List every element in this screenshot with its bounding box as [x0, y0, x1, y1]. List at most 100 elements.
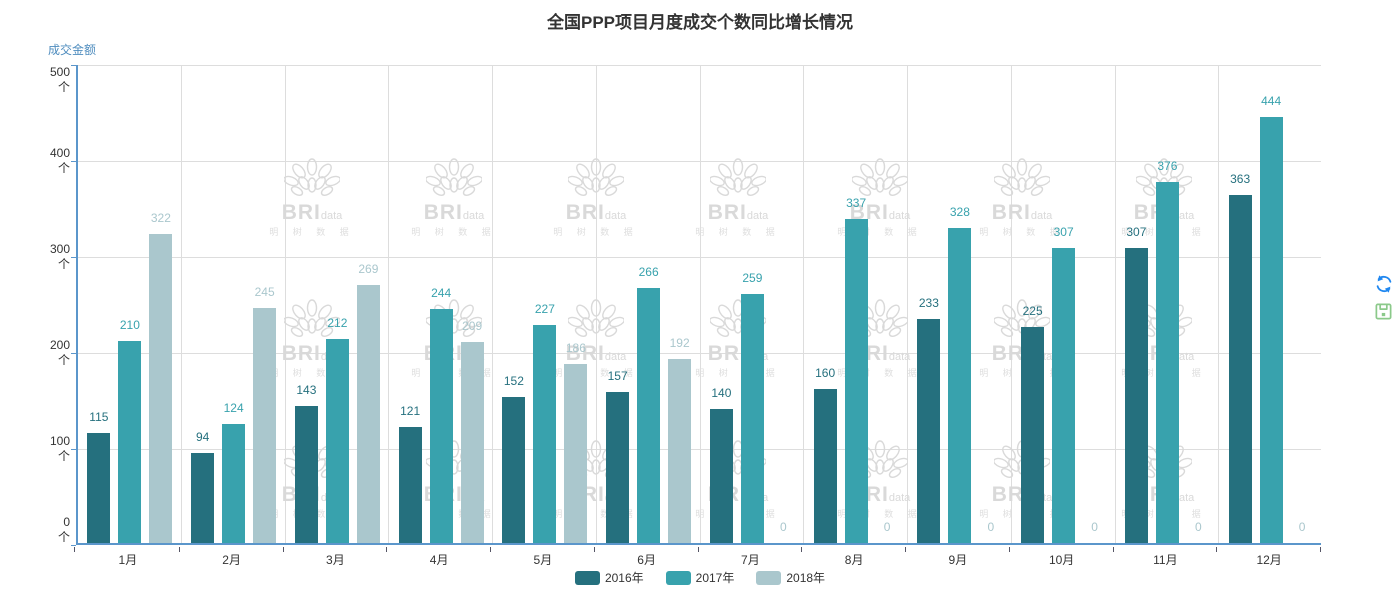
bar[interactable]: [149, 233, 173, 543]
bar[interactable]: [502, 397, 526, 543]
bar[interactable]: [668, 358, 692, 543]
legend-item-2017年[interactable]: 2017年: [665, 569, 735, 586]
y-axis-tick: [71, 161, 76, 162]
watermark-brand: BRI: [423, 201, 463, 224]
bar-value-label: 328: [949, 205, 970, 220]
y-axis-tick-label: 300 个: [49, 242, 70, 271]
y-axis-tick-label: 400 个: [49, 146, 70, 175]
toolbox: [1374, 274, 1394, 322]
bar[interactable]: [118, 341, 142, 543]
bar-value-label: 157: [607, 369, 628, 384]
bar[interactable]: [637, 287, 661, 543]
bar-value-label: 143: [296, 382, 317, 397]
bar-value-label: 244: [431, 285, 452, 300]
watermark: BRIdata 明 树 数 据: [250, 158, 374, 238]
watermark-leaf-icon: [851, 158, 909, 196]
bar[interactable]: [1021, 327, 1045, 543]
legend: 2016年 2017年 2018年: [0, 569, 1400, 586]
x-axis-tick: [74, 547, 75, 552]
bar[interactable]: [325, 339, 349, 543]
bar[interactable]: [1124, 248, 1148, 543]
y-axis-tick: [71, 353, 76, 354]
grid-line-vertical: [180, 65, 182, 543]
watermark-cn: 明 树 数 据: [695, 227, 781, 237]
x-axis-tick-label: 2月: [222, 553, 241, 567]
bar-value-label: 140: [711, 385, 732, 400]
bar[interactable]: [222, 423, 246, 543]
watermark: BRIdata 明 树 数 据: [392, 158, 516, 238]
bar[interactable]: [740, 294, 764, 543]
bar-value-label: 0: [1195, 520, 1202, 534]
x-axis-tick-label: 9月: [948, 553, 968, 567]
watermark-cn: 明 树 数 据: [695, 509, 781, 519]
bar[interactable]: [87, 432, 111, 543]
bar-value-label: 322: [150, 210, 171, 225]
refresh-icon: [1376, 275, 1392, 293]
bar-value-label: 363: [1230, 171, 1251, 186]
bar-value-label: 233: [918, 296, 939, 311]
bar-value-label: 212: [327, 316, 348, 331]
y-axis-tick-label: 500 个: [49, 65, 70, 94]
bar[interactable]: [356, 284, 380, 543]
bar-value-label: 160: [815, 366, 836, 381]
bar-value-label: 209: [462, 319, 483, 334]
legend-label: 2017年: [695, 571, 735, 585]
bar[interactable]: [917, 319, 941, 543]
bar[interactable]: [1259, 116, 1283, 543]
x-axis-tick: [1320, 547, 1321, 552]
bar[interactable]: [606, 392, 630, 543]
x-axis-tick-label: 11月: [1153, 553, 1178, 567]
legend-item-2018年[interactable]: 2018年: [756, 569, 825, 586]
watermark-leaf-icon: [425, 158, 483, 196]
legend-item-2016年[interactable]: 2016年: [574, 569, 644, 586]
grid-line-vertical: [1218, 65, 1220, 543]
bar[interactable]: [564, 364, 588, 543]
bar[interactable]: [813, 389, 837, 543]
bar-value-label: 124: [223, 400, 244, 415]
bar[interactable]: [1052, 248, 1076, 543]
bar-value-label: 94: [195, 429, 210, 444]
x-axis-tick: [1216, 547, 1218, 552]
bar-value-label: 152: [503, 374, 524, 389]
bar[interactable]: [429, 308, 453, 543]
bar[interactable]: [253, 307, 277, 543]
save-image-button[interactable]: [1374, 302, 1394, 322]
bar-value-label: 0: [987, 520, 995, 534]
x-axis-tick: [282, 547, 284, 552]
legend-swatch: [665, 570, 691, 585]
watermark-cn: 明 树 数 据: [269, 227, 355, 237]
bar[interactable]: [460, 342, 484, 543]
x-axis-tick: [593, 547, 595, 552]
x-axis-tick-label: 12月: [1256, 553, 1282, 567]
y-axis-tick: [71, 545, 76, 546]
watermark-brand: BRI: [707, 201, 747, 224]
bar[interactable]: [1228, 194, 1252, 543]
bar-value-label: 307: [1053, 225, 1074, 240]
watermark-cn: 明 树 数 据: [695, 368, 781, 378]
bar[interactable]: [709, 408, 733, 543]
x-axis-tick: [178, 547, 180, 552]
x-axis-tick-label: 1月: [118, 553, 138, 567]
bar[interactable]: [844, 219, 868, 543]
legend-swatch: [756, 570, 782, 585]
watermark-brand-suffix: data: [462, 210, 485, 222]
bar[interactable]: [398, 426, 422, 543]
watermark: BRIdata 明 树 数 据: [676, 440, 800, 520]
y-axis-tick: [71, 65, 76, 66]
x-axis-tick-label: 6月: [637, 553, 656, 567]
x-axis-tick: [905, 547, 906, 552]
bar[interactable]: [294, 405, 318, 543]
bar[interactable]: [948, 228, 972, 543]
save-icon: [1375, 303, 1392, 320]
x-axis-tick-label: 3月: [326, 553, 345, 567]
refresh-button[interactable]: [1374, 274, 1394, 294]
x-axis-tick-label: 5月: [533, 553, 553, 567]
legend-swatch: [574, 570, 600, 585]
bar-value-label: 269: [358, 261, 379, 276]
bar[interactable]: [1155, 182, 1179, 543]
bar[interactable]: [533, 325, 557, 543]
bar[interactable]: [191, 452, 215, 543]
grid-line-vertical: [1010, 65, 1012, 543]
